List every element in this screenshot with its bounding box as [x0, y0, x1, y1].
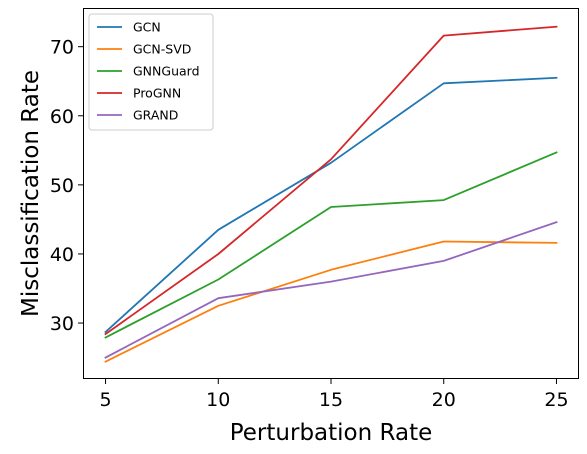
- series-line-gcn-svd: [104, 240, 558, 363]
- legend-item-prognn: ProGNN: [97, 86, 181, 101]
- legend-label: GNNGuard: [133, 64, 200, 79]
- x-tick-label: 25: [544, 389, 568, 411]
- x-tick-label: 5: [99, 389, 111, 411]
- legend-item-gcn-svd: GCN-SVD: [97, 42, 191, 57]
- x-axis-title: Perturbation Rate: [230, 420, 433, 446]
- legend-item-gnnguard: GNNGuard: [97, 64, 200, 79]
- series-line-gnnguard: [104, 151, 558, 339]
- ticks-layer: 5 10 15 20 25 30 40 50 60 70: [50, 37, 569, 411]
- x-tick-label: 15: [319, 389, 343, 411]
- legend-item-grand: GRAND: [97, 108, 178, 123]
- y-tick-label: 30: [50, 313, 74, 335]
- series-line-prognn: [104, 25, 558, 336]
- y-tick-label: 50: [50, 175, 74, 197]
- x-tick-label: 20: [432, 389, 456, 411]
- legend-label: GCN: [133, 20, 161, 35]
- legend-label: GRAND: [133, 108, 178, 123]
- y-axis-title: Misclassification Rate: [18, 70, 44, 317]
- series-line-grand: [104, 221, 558, 359]
- legend-label: GCN-SVD: [133, 42, 191, 57]
- x-tick-label: 10: [206, 389, 230, 411]
- plot-frame: [83, 8, 579, 379]
- y-tick-label: 60: [50, 106, 74, 128]
- series-layer: [104, 25, 558, 363]
- legend: GCN GCN-SVD GNNGuard ProGNN GRAND: [88, 13, 214, 131]
- y-tick-label: 70: [50, 37, 74, 59]
- legend-box: [88, 13, 214, 131]
- legend-item-gcn: GCN: [97, 20, 161, 35]
- legend-label: ProGNN: [133, 86, 181, 101]
- y-tick-label: 40: [50, 244, 74, 266]
- series-line-gcn: [104, 76, 558, 334]
